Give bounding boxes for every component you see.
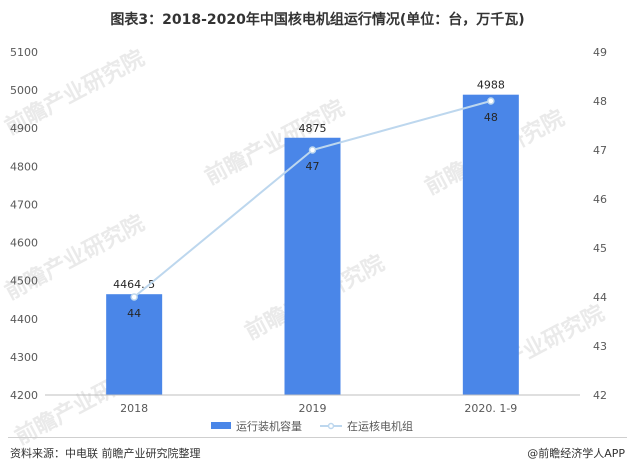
left-axis: 4200 4300 4400 4500 4600 4700 4800 4900 5000 5100 (10, 46, 38, 402)
line-point (130, 293, 138, 301)
bar-data-label: 4875 (299, 122, 327, 135)
right-axis-tick-label: 47 (593, 144, 607, 157)
legend-line-marker (327, 422, 335, 430)
line-data-label: 48 (484, 111, 498, 124)
x-axis-tick-label: 2019 (299, 402, 327, 415)
footer-brand: @前瞻经济学人APP (527, 447, 625, 460)
right-axis-tick-label: 43 (593, 340, 607, 353)
footer-divider (8, 437, 627, 438)
bar (106, 294, 163, 395)
left-axis-tick-label: 4500 (10, 275, 38, 288)
line-series (130, 97, 495, 301)
bar (284, 137, 341, 395)
line-data-label: 44 (127, 307, 141, 320)
left-axis-tick-label: 4900 (10, 122, 38, 135)
x-axis: 2018 2019 2020. 1-9 (45, 394, 580, 415)
left-axis-tick-label: 4200 (10, 389, 38, 402)
legend: 运行装机容量 在运核电机组 (211, 419, 413, 433)
right-axis: 42 43 44 45 46 47 48 49 (593, 46, 607, 402)
x-axis-tick-label: 2020. 1-9 (464, 402, 517, 415)
left-axis-tick-label: 5000 (10, 84, 38, 97)
right-axis-tick-label: 49 (593, 46, 607, 59)
line-point (487, 97, 495, 105)
right-axis-tick-label: 44 (593, 291, 607, 304)
legend-label: 在运核电机组 (347, 419, 413, 433)
bar-series (106, 94, 519, 395)
right-axis-tick-label: 42 (593, 389, 607, 402)
bar (462, 94, 519, 395)
line-data-labels: 44 47 48 (127, 111, 498, 320)
left-axis-tick-label: 4700 (10, 198, 38, 211)
right-axis-tick-label: 45 (593, 242, 607, 255)
line-data-label: 47 (306, 160, 320, 173)
left-axis-tick-label: 4600 (10, 237, 38, 250)
left-axis-tick-label: 4400 (10, 313, 38, 326)
line-point (308, 146, 317, 154)
footer-source: 资料来源：中电联 前瞻产业研究院整理 (10, 447, 201, 460)
legend-bar-swatch (211, 422, 231, 429)
right-axis-tick-label: 46 (593, 193, 607, 206)
left-axis-tick-label: 5100 (10, 46, 38, 59)
left-axis-tick-label: 4300 (10, 351, 38, 364)
chart-title: 图表3：2018-2020年中国核电机组运行情况(单位：台，万千瓦) (110, 12, 525, 28)
bar-data-label: 4988 (477, 79, 505, 92)
legend-label: 运行装机容量 (236, 419, 302, 433)
x-axis-tick-label: 2018 (120, 402, 148, 415)
right-axis-tick-label: 48 (593, 95, 607, 108)
left-axis-tick-label: 4800 (10, 160, 38, 173)
